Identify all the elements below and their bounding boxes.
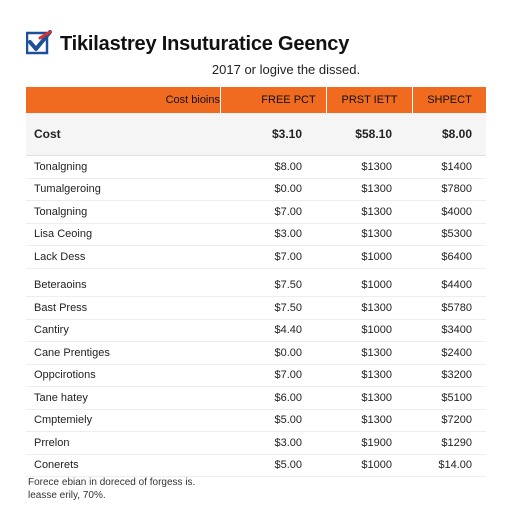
footnote: Forece ebian in doreced of forgess is. l… (28, 476, 195, 502)
cost-summary-row: Cost $3.10 $58.10 $8.00 (26, 113, 486, 156)
page-title: Tikilastrey Insuturatice Geency (60, 33, 350, 55)
cell-value: $3400 (441, 324, 472, 337)
footnote-line: Forece ebian in doreced of forgess is. (28, 477, 196, 488)
row-label: Beteraoins (34, 279, 87, 292)
cell-value: $1400 (441, 160, 472, 173)
cell-value: $3.00 (274, 228, 302, 241)
cell-value: $7.00 (274, 250, 302, 263)
page-subtitle: 2017 or logive the dissed. (211, 62, 361, 77)
cell-value: $2400 (441, 346, 472, 359)
row-label: Cane Prentiges (34, 346, 110, 359)
cell-value: $7.50 (274, 279, 302, 292)
cell-value: $1300 (361, 391, 392, 404)
table-row: Tonalgning $8.00 $1300 $1400 (26, 156, 486, 179)
column-header: PRST IETT (326, 87, 412, 113)
row-label: Tumalgeroing (34, 183, 101, 196)
cell-value: $1300 (361, 301, 392, 314)
table-row: Tumalgeroing $0.00 $1300 $7800 (26, 179, 486, 201)
cell-value: $1300 (361, 414, 392, 427)
cell-value: $6400 (441, 250, 472, 263)
row-label: Cost (34, 127, 61, 141)
cell-value: $1290 (441, 436, 472, 449)
cell-value: $0.00 (274, 183, 302, 196)
table-row: Oppcirotions $7.00 $1300 $3200 (26, 365, 486, 387)
checkmark-logo-icon (26, 30, 52, 55)
table-row: Lisa Ceoing $3.00 $1300 $5300 (26, 224, 486, 246)
cell-value: $4000 (441, 205, 472, 218)
table-row: Tane hatey $6.00 $1300 $5100 (26, 387, 486, 410)
cell-value: $7.00 (274, 205, 302, 218)
cell-value: $1000 (361, 279, 392, 292)
cell-value: $7200 (441, 414, 472, 427)
page-header: Tikilastrey Insuturatice Geency (26, 30, 496, 60)
cell-value: $8.00 (274, 160, 302, 173)
column-header: SHPECT (412, 87, 486, 113)
cell-value: $1300 (361, 346, 392, 359)
row-label: Tonalgning (34, 160, 88, 173)
cell-value: $1300 (361, 160, 392, 173)
cell-value: $1000 (361, 324, 392, 337)
cell-value: $8.00 (441, 127, 472, 141)
table-row: Cantiry $4.40 $1000 $3400 (26, 320, 486, 342)
cell-value: $1300 (361, 205, 392, 218)
cell-value: $4.40 (274, 324, 302, 337)
column-header: Cost bioins (165, 94, 220, 106)
cell-value: $5100 (441, 391, 472, 404)
table-row: Beteraoins $7.50 $1000 $4400 (26, 275, 486, 297)
cell-value: $3200 (441, 369, 472, 382)
row-label: Cmptemiely (34, 414, 93, 427)
pricing-table: Cost bioins FREE PCT PRST IETT SHPECT Co… (26, 87, 486, 477)
table-row: Conerets $5.00 $1000 $14.00 (26, 455, 486, 477)
cell-value: $1300 (361, 369, 392, 382)
cell-value: $5.00 (274, 459, 302, 472)
row-label: Tane hatey (34, 391, 88, 404)
table-row: Cane Prentiges $0.00 $1300 $2400 (26, 342, 486, 365)
table-header: Cost bioins FREE PCT PRST IETT SHPECT (26, 87, 486, 113)
row-label: Cantiry (34, 324, 69, 337)
row-label: Prrelon (34, 436, 70, 449)
row-label: Lisa Ceoing (34, 228, 93, 241)
cell-value: $58.10 (355, 127, 392, 141)
cell-value: $0.00 (274, 346, 302, 359)
cell-value: $1000 (361, 459, 392, 472)
cell-value: $7.00 (274, 369, 302, 382)
cell-value: $4400 (441, 279, 472, 292)
table-row: Cmptemiely $5.00 $1300 $7200 (26, 410, 486, 432)
cell-value: $1300 (361, 183, 392, 196)
table-group-2: Beteraoins $7.50 $1000 $4400 Bast Press $7.50… (26, 275, 486, 477)
row-label: Oppcirotions (34, 369, 96, 382)
table-row: Bast Press $7.50 $1300 $5780 (26, 297, 486, 320)
cell-value: $1900 (361, 436, 392, 449)
cell-value: $5780 (441, 301, 472, 314)
cell-value: $7800 (441, 183, 472, 196)
row-label: Lack Dess (34, 250, 86, 263)
table-row: Prrelon $3.00 $1900 $1290 (26, 432, 486, 455)
row-label: Conerets (34, 459, 79, 472)
cell-value: $1000 (361, 250, 392, 263)
table-row: Lack Dess $7.00 $1000 $6400 (26, 246, 486, 269)
cell-value: $7.50 (274, 301, 302, 314)
cell-value: $14.00 (438, 459, 472, 472)
column-header: FREE PCT (220, 87, 326, 113)
cell-value: $1300 (361, 228, 392, 241)
row-label: Bast Press (34, 301, 88, 314)
cell-value: $5300 (441, 228, 472, 241)
table-group-1: Tonalgning $8.00 $1300 $1400 Tumalgeroing $0.… (26, 156, 486, 269)
cell-value: $6.00 (274, 391, 302, 404)
cell-value: $3.10 (271, 127, 302, 141)
footnote-line: leasse erily, 70%. (28, 490, 106, 501)
table-row: Tonalgning $7.00 $1300 $4000 (26, 201, 486, 224)
cell-value: $3.00 (274, 436, 302, 449)
row-label: Tonalgning (34, 205, 88, 218)
cell-value: $5.00 (274, 414, 302, 427)
